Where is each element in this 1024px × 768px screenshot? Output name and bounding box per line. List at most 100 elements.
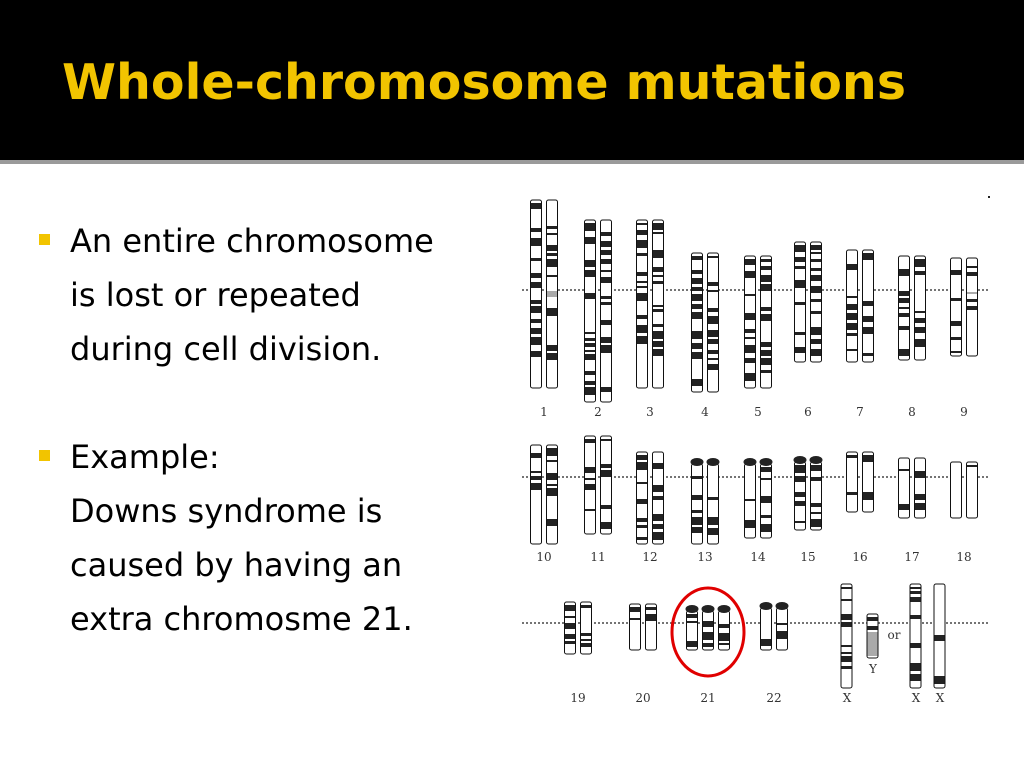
chromosome-band	[841, 599, 852, 601]
bullet-list: An entire chromosome is lost or repeated…	[36, 214, 516, 646]
chromosome-band	[547, 308, 557, 316]
chromosome-band	[761, 467, 771, 472]
chromatid	[909, 583, 922, 689]
chromosome-band	[585, 270, 595, 277]
chromosome-band	[811, 299, 821, 302]
chromosome-band	[745, 499, 755, 501]
chromosome-band	[547, 275, 557, 277]
chromosome-band	[585, 354, 595, 360]
chromosome-band	[653, 485, 663, 492]
chromosome-band	[863, 327, 873, 334]
chromosome-band	[719, 633, 729, 641]
satellite-knob	[743, 458, 757, 466]
chromosome-band	[531, 453, 541, 458]
chromosome-band	[719, 643, 729, 645]
chromosome-band	[703, 643, 713, 647]
chromosome-band	[646, 614, 656, 621]
chromosome-band	[761, 496, 771, 503]
chromosome-band	[692, 278, 702, 284]
chromosome-band	[585, 484, 595, 490]
chromosome-band	[847, 296, 857, 298]
chromosome-band	[811, 286, 821, 293]
chromosome-number-label: 13	[697, 550, 712, 564]
chromosome-band	[708, 256, 718, 258]
chromosome-band	[585, 223, 595, 231]
chromosome-band	[934, 635, 945, 641]
satellite-knob	[775, 602, 789, 610]
chromosome-band	[863, 253, 873, 260]
chromosome-band	[601, 302, 611, 305]
chromosome-band	[601, 270, 611, 272]
chromosome-band	[653, 331, 663, 339]
title-divider	[0, 160, 1024, 164]
chromosome-band	[646, 607, 656, 610]
satellite-knob	[759, 458, 773, 466]
chromosome-band	[745, 373, 755, 381]
chromosome-band	[847, 349, 857, 351]
chromosome-band	[531, 203, 541, 209]
chromosome-band	[745, 358, 755, 363]
chromosome-number-label: 6	[804, 405, 812, 419]
chromosome-band	[703, 632, 713, 640]
chromosome-number-label: X	[912, 691, 921, 705]
slide-title: Whole-chromosome mutations	[62, 54, 906, 111]
chromosome-band	[585, 260, 595, 267]
chromosome-number-label: 18	[956, 550, 971, 564]
chromosome-band	[692, 287, 702, 291]
chromosome-band	[601, 345, 611, 353]
chromosome-band	[630, 618, 640, 620]
chromosome-band	[531, 238, 541, 246]
chromosome-band	[761, 478, 771, 480]
bullet-line: during cell division.	[70, 330, 382, 368]
chromosome-band	[708, 330, 718, 337]
chromosome-band	[601, 250, 611, 255]
chromosome-band	[637, 286, 647, 288]
chromosome-band	[581, 605, 591, 608]
chromosome-band	[581, 639, 591, 641]
chromosome-band	[795, 347, 805, 353]
chromatid	[950, 461, 962, 519]
chromosome-band	[630, 607, 640, 612]
chromosome-band	[967, 292, 977, 294]
chromosome-band	[565, 623, 575, 629]
chromosome-band	[692, 527, 702, 533]
chromosome-band	[585, 381, 595, 385]
chromosome-band	[547, 226, 557, 229]
chromosome-band	[531, 319, 541, 323]
chromosome-band	[531, 273, 541, 278]
chromosome-band	[867, 632, 878, 656]
chromosome-band	[847, 492, 857, 495]
chromosome-band	[692, 510, 702, 513]
chromosome-band	[565, 616, 575, 618]
chromosome-band	[745, 294, 755, 296]
chromosome-band	[951, 351, 961, 353]
chromosome-band	[847, 455, 857, 458]
chromosome-band	[761, 284, 771, 291]
chromosome-band	[637, 315, 647, 319]
chromosome-band	[967, 272, 977, 276]
corner-mark	[988, 196, 990, 198]
chromosome-band	[708, 350, 718, 354]
chromosome-band	[692, 352, 702, 359]
title-bar: Whole-chromosome mutations	[0, 0, 1024, 160]
chromosome-number-label: 7	[856, 405, 864, 419]
chromosome-band	[745, 259, 755, 265]
bullet-marker-icon	[39, 234, 50, 245]
chromosome-band	[547, 448, 557, 456]
chromosome-band	[761, 350, 771, 356]
chromosome-band	[811, 503, 821, 507]
chromosome-band	[761, 524, 771, 532]
chromosome-band	[637, 240, 647, 248]
chromosome-number-label: 16	[852, 550, 867, 564]
chromosome-band	[601, 439, 611, 441]
chromosome-band	[934, 676, 945, 684]
chromosome-band	[841, 645, 852, 647]
chromosome-number-label: 9	[960, 405, 968, 419]
chromosome-band	[863, 353, 873, 356]
chromosome-band	[910, 615, 921, 619]
chromosome-band	[703, 621, 713, 627]
chromosome-band	[637, 253, 647, 256]
chromosome-band	[915, 494, 925, 500]
chromosome-band	[777, 631, 787, 639]
chromosome-band	[585, 293, 595, 299]
